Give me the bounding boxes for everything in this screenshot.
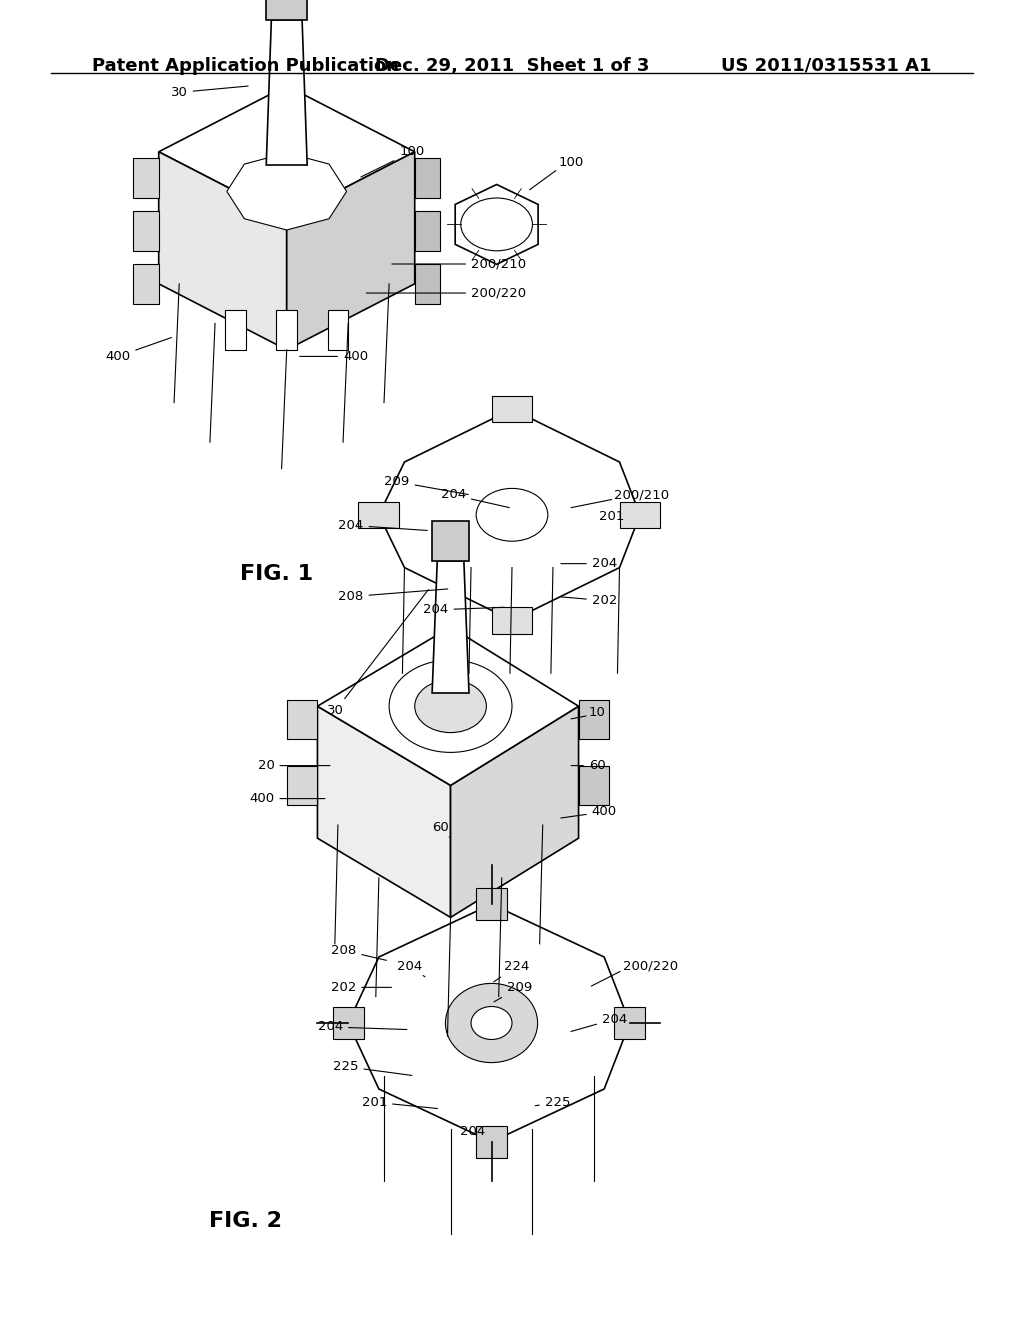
Text: 208: 208 bbox=[331, 944, 386, 961]
Text: FIG. 2: FIG. 2 bbox=[209, 1210, 283, 1232]
Text: 30: 30 bbox=[328, 590, 428, 717]
Text: 30: 30 bbox=[171, 86, 248, 99]
Text: 204: 204 bbox=[423, 603, 504, 616]
Ellipse shape bbox=[476, 488, 548, 541]
Polygon shape bbox=[476, 1126, 507, 1158]
Text: 60: 60 bbox=[571, 759, 605, 772]
Polygon shape bbox=[133, 158, 159, 198]
Text: 200/210: 200/210 bbox=[614, 488, 670, 502]
Text: 204: 204 bbox=[440, 488, 509, 508]
Text: 209: 209 bbox=[494, 981, 532, 1002]
Polygon shape bbox=[266, 20, 307, 165]
Polygon shape bbox=[328, 310, 348, 350]
Polygon shape bbox=[287, 700, 317, 739]
Text: 204: 204 bbox=[561, 557, 617, 570]
Polygon shape bbox=[432, 521, 469, 561]
Ellipse shape bbox=[471, 1007, 512, 1040]
Text: 400: 400 bbox=[105, 338, 171, 363]
Text: FIG. 1: FIG. 1 bbox=[240, 564, 313, 585]
Polygon shape bbox=[415, 158, 440, 198]
Text: 200/220: 200/220 bbox=[623, 960, 678, 973]
Polygon shape bbox=[476, 888, 507, 920]
Polygon shape bbox=[348, 904, 630, 1142]
Polygon shape bbox=[226, 153, 346, 230]
Ellipse shape bbox=[445, 983, 538, 1063]
Text: 224: 224 bbox=[494, 960, 529, 982]
Polygon shape bbox=[358, 502, 399, 528]
Polygon shape bbox=[287, 766, 317, 805]
Polygon shape bbox=[276, 310, 297, 350]
Text: 225: 225 bbox=[333, 1060, 412, 1076]
Text: 60: 60 bbox=[432, 821, 451, 838]
Text: 100: 100 bbox=[360, 145, 425, 177]
Text: 202: 202 bbox=[331, 981, 391, 994]
Polygon shape bbox=[579, 700, 609, 739]
Polygon shape bbox=[266, 0, 307, 20]
Text: 208: 208 bbox=[338, 589, 447, 603]
Text: 204: 204 bbox=[461, 1125, 485, 1138]
Polygon shape bbox=[492, 396, 532, 422]
Polygon shape bbox=[287, 152, 415, 350]
Polygon shape bbox=[614, 1007, 645, 1039]
Polygon shape bbox=[432, 561, 469, 693]
Polygon shape bbox=[415, 211, 440, 251]
Text: 225: 225 bbox=[536, 1096, 570, 1109]
Text: US 2011/0315531 A1: US 2011/0315531 A1 bbox=[721, 57, 932, 75]
Text: 201: 201 bbox=[599, 510, 625, 523]
Text: Dec. 29, 2011  Sheet 1 of 3: Dec. 29, 2011 Sheet 1 of 3 bbox=[375, 57, 649, 75]
Polygon shape bbox=[379, 409, 640, 620]
Text: 204: 204 bbox=[396, 960, 425, 977]
Text: 209: 209 bbox=[384, 475, 468, 495]
Polygon shape bbox=[133, 211, 159, 251]
Polygon shape bbox=[492, 607, 532, 634]
Polygon shape bbox=[451, 706, 579, 917]
Text: 100: 100 bbox=[558, 156, 584, 169]
Text: 200/210: 200/210 bbox=[392, 257, 526, 271]
Polygon shape bbox=[333, 1007, 364, 1039]
Polygon shape bbox=[317, 627, 579, 785]
Text: Patent Application Publication: Patent Application Publication bbox=[92, 57, 399, 75]
Ellipse shape bbox=[461, 198, 532, 251]
Text: 204: 204 bbox=[338, 519, 427, 532]
Polygon shape bbox=[456, 185, 538, 264]
Polygon shape bbox=[159, 86, 415, 218]
Text: 400: 400 bbox=[249, 792, 325, 805]
Text: 400: 400 bbox=[561, 805, 617, 818]
Polygon shape bbox=[620, 502, 660, 528]
Text: 200/220: 200/220 bbox=[367, 286, 526, 300]
Ellipse shape bbox=[389, 660, 512, 752]
Text: 204: 204 bbox=[317, 1020, 407, 1034]
Text: 201: 201 bbox=[361, 1096, 437, 1109]
Text: 202: 202 bbox=[561, 594, 617, 607]
Polygon shape bbox=[317, 706, 451, 917]
Text: 400: 400 bbox=[300, 350, 369, 363]
Polygon shape bbox=[225, 310, 246, 350]
Text: 204: 204 bbox=[571, 1012, 628, 1031]
Polygon shape bbox=[579, 766, 609, 805]
Ellipse shape bbox=[415, 680, 486, 733]
Polygon shape bbox=[133, 264, 159, 304]
Text: 20: 20 bbox=[258, 759, 330, 772]
Text: 10: 10 bbox=[589, 706, 605, 719]
Polygon shape bbox=[415, 264, 440, 304]
Polygon shape bbox=[159, 152, 287, 350]
